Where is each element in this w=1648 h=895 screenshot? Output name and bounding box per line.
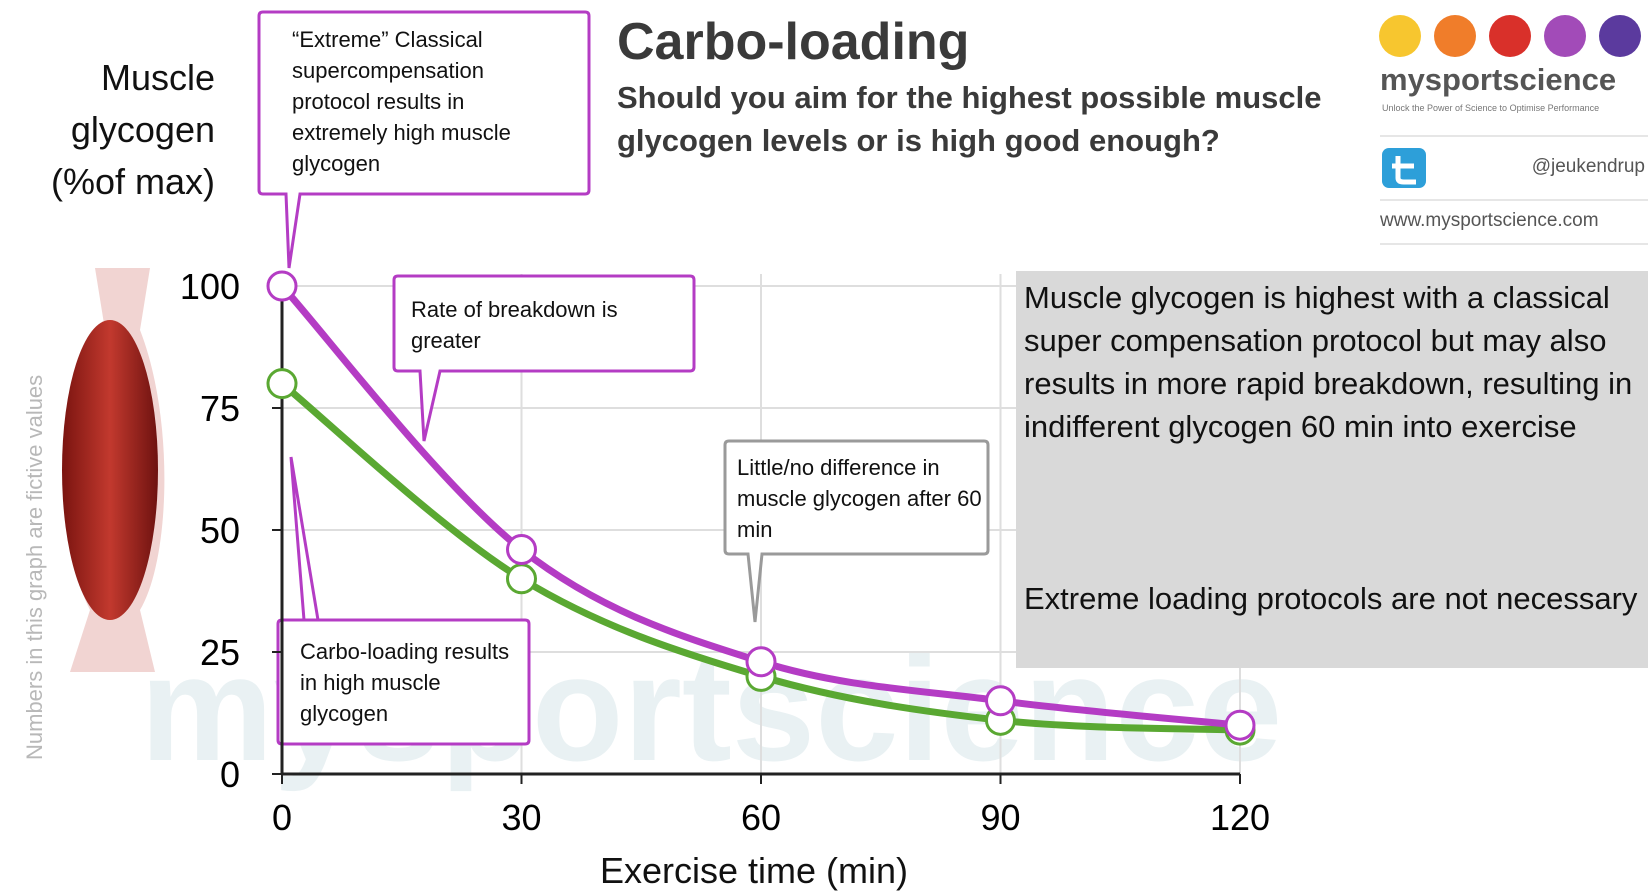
x-axis-label: Exercise time (min) xyxy=(600,850,908,892)
website: www.mysportscience.com xyxy=(1380,210,1599,232)
logo-dot xyxy=(1434,15,1476,57)
chart-title: Carbo-loading xyxy=(617,12,969,72)
data-point xyxy=(1226,711,1254,739)
x-tick-label: 0 xyxy=(272,797,292,838)
side-note: Numbers in this graph are fictive values xyxy=(22,240,48,760)
info-text: Extreme loading protocols are not necess… xyxy=(1024,577,1644,620)
muscle-illustration xyxy=(62,320,158,620)
y-tick-label: 100 xyxy=(180,266,240,307)
y-axis-label: Muscle glycogen (%of max) xyxy=(0,52,215,208)
x-tick-label: 90 xyxy=(980,797,1020,838)
data-point xyxy=(987,687,1015,715)
logo-dot xyxy=(1379,15,1421,57)
info-text: Muscle glycogen is highest with a classi… xyxy=(1024,276,1644,448)
logo-text: mysportscience xyxy=(1380,62,1616,98)
page: mysportscience 0 25 50 75 100 0 30 60 90 120 Carb… xyxy=(0,0,1648,895)
x-tick-label: 30 xyxy=(501,797,541,838)
y-tick-label: 50 xyxy=(200,510,240,551)
logo-dot xyxy=(1544,15,1586,57)
logo-dot xyxy=(1489,15,1531,57)
data-point xyxy=(747,648,775,676)
annotation: Rate of breakdown is greater xyxy=(411,294,681,356)
twitter-handle: @jeukendrup xyxy=(1500,156,1645,178)
y-tick-label: 0 xyxy=(220,754,240,795)
data-point xyxy=(508,565,536,593)
logo-tagline: Unlock the Power of Science to Optimise … xyxy=(1382,103,1599,113)
annotation: Little/no difference in muscle glycogen … xyxy=(737,452,987,545)
logo-dot xyxy=(1599,15,1641,57)
data-point xyxy=(508,536,536,564)
x-tick-label: 60 xyxy=(741,797,781,838)
y-tick-label: 75 xyxy=(200,388,240,429)
data-point xyxy=(268,370,296,398)
annotation: “Extreme” Classical supercompensation pr… xyxy=(292,24,562,179)
chart-subtitle: Should you aim for the highest possible … xyxy=(617,76,1337,162)
y-tick-label: 25 xyxy=(200,632,240,673)
x-tick-label: 120 xyxy=(1210,797,1270,838)
annotation: Carbo-loading results in high muscle gly… xyxy=(300,636,520,729)
data-point xyxy=(268,272,296,300)
